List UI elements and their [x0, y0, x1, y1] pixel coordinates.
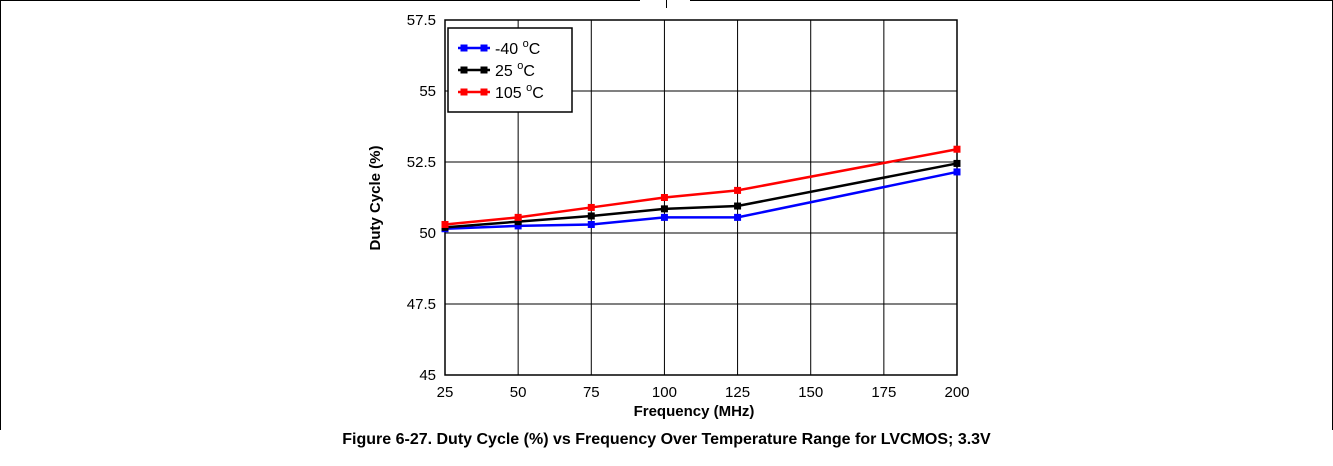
- plot-border: [444, 19, 958, 376]
- data-point: [953, 168, 961, 176]
- x-tick-label: 75: [583, 384, 600, 401]
- y-tick-label: 57.5: [407, 12, 436, 29]
- legend-item: -40 oC: [458, 38, 540, 58]
- data-point: [587, 212, 595, 220]
- legend-label-degree: o: [523, 38, 529, 50]
- data-point: [514, 218, 522, 226]
- y-tick-label: 52.5: [407, 154, 436, 171]
- data-point: [587, 203, 595, 211]
- legend-marker: [480, 66, 488, 74]
- legend-marker: [460, 44, 468, 52]
- x-tick-label: 200: [944, 384, 969, 401]
- series-line: [444, 162, 958, 229]
- legend-label-unit: C: [532, 85, 544, 102]
- legend-marker: [480, 88, 488, 96]
- data-point: [734, 186, 742, 194]
- legend-label-main: 105: [495, 85, 526, 102]
- legend-label-main: -40: [495, 41, 523, 58]
- legend-label-main: 25: [495, 63, 517, 80]
- legend-label-degree: o: [517, 60, 523, 72]
- x-tick-label: 100: [652, 384, 677, 401]
- legend-marker: [460, 88, 468, 96]
- x-axis-label: Frequency (MHz): [634, 403, 755, 420]
- legend-item: 25 oC: [458, 60, 535, 80]
- series-line: [444, 170, 958, 230]
- figure-caption: Figure 6-27. Duty Cycle (%) vs Frequency…: [342, 431, 991, 448]
- x-tick-label: 175: [871, 384, 896, 401]
- legend-label: 25 oC: [495, 60, 535, 80]
- data-point: [660, 194, 668, 201]
- legend-marker: [480, 44, 488, 52]
- x-tick-label: 50: [510, 384, 527, 401]
- legend-marker: [460, 66, 468, 74]
- data-point: [514, 213, 522, 221]
- legend-label-degree: o: [526, 82, 532, 94]
- data-point: [953, 159, 961, 167]
- x-tick-label: 125: [725, 384, 750, 401]
- data-point: [734, 202, 742, 210]
- legend-label-unit: C: [529, 41, 541, 58]
- tick-labels: 25 50 75 100 125 150 175 200 45 47.5 50 52.5 55 57.5: [407, 12, 970, 401]
- y-axis-label: Duty Cycle (%): [367, 145, 384, 250]
- data-point: [660, 205, 668, 213]
- data-point: [660, 213, 668, 221]
- series-2: [441, 145, 961, 228]
- data-point: [587, 220, 595, 228]
- plot-area-border: [444, 19, 958, 376]
- legend-label: 105 oC: [495, 82, 544, 102]
- legend-item: 105 oC: [458, 82, 544, 102]
- data-point: [514, 222, 522, 230]
- y-tick-label: 55: [419, 83, 436, 100]
- legend-label-unit: C: [523, 63, 535, 80]
- data-point: [734, 213, 742, 221]
- data-point: [441, 220, 449, 228]
- y-tick-label: 47.5: [407, 296, 436, 313]
- series-layer: [441, 145, 961, 233]
- legend-label: -40 oC: [495, 38, 540, 58]
- x-tick-label: 150: [798, 384, 823, 401]
- series-line: [444, 147, 958, 226]
- x-tick-label: 25: [437, 384, 454, 401]
- y-tick-label: 45: [419, 367, 436, 384]
- y-tick-label: 50: [419, 225, 436, 242]
- data-point: [953, 145, 961, 153]
